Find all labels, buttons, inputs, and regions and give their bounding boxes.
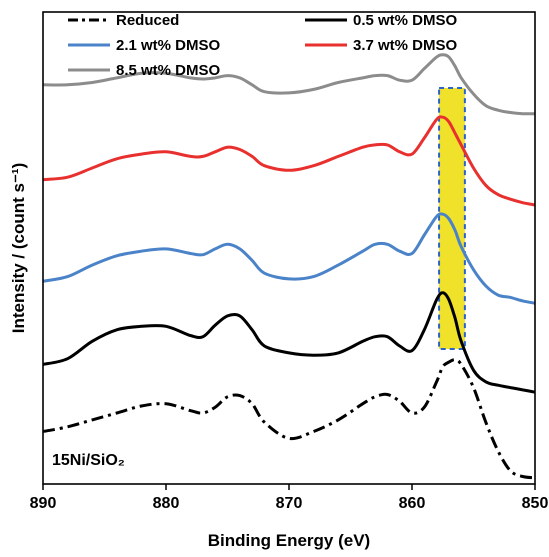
series-layer <box>42 53 536 480</box>
x-axis-ticks: 890 880 870 860 850 <box>30 484 549 512</box>
x-tick-label-860: 860 <box>399 495 426 512</box>
legend-label: 8.5 wt% DMSO <box>116 62 221 79</box>
series-line-2-1-wt-dmso <box>42 212 536 305</box>
x-tick-label-880: 880 <box>153 495 180 512</box>
legend-label: 3.7 wt% DMSO <box>353 37 458 54</box>
series-line-reduced <box>42 358 536 480</box>
x-axis-title: Binding Energy (eV) <box>208 531 370 550</box>
x-tick-label-890: 890 <box>30 495 57 512</box>
series-line-8-5-wt-dmso <box>42 53 536 116</box>
series-line-0-5-wt-dmso <box>42 291 536 394</box>
legend: Reduced 0.5 wt% DMSO 2.1 wt% DMSO 3.7 wt% D… <box>68 12 458 79</box>
series-line-3-7-wt-dmso <box>42 115 536 207</box>
panel-label: 15Ni/SiO₂ <box>52 452 125 469</box>
x-tick-label-850: 850 <box>522 495 549 512</box>
legend-label: Reduced <box>116 12 179 29</box>
y-axis-title: Intensity / (count s⁻¹) <box>9 163 28 333</box>
legend-label: 2.1 wt% DMSO <box>116 37 221 54</box>
x-tick-label-870: 870 <box>276 495 303 512</box>
legend-label: 0.5 wt% DMSO <box>353 12 458 29</box>
